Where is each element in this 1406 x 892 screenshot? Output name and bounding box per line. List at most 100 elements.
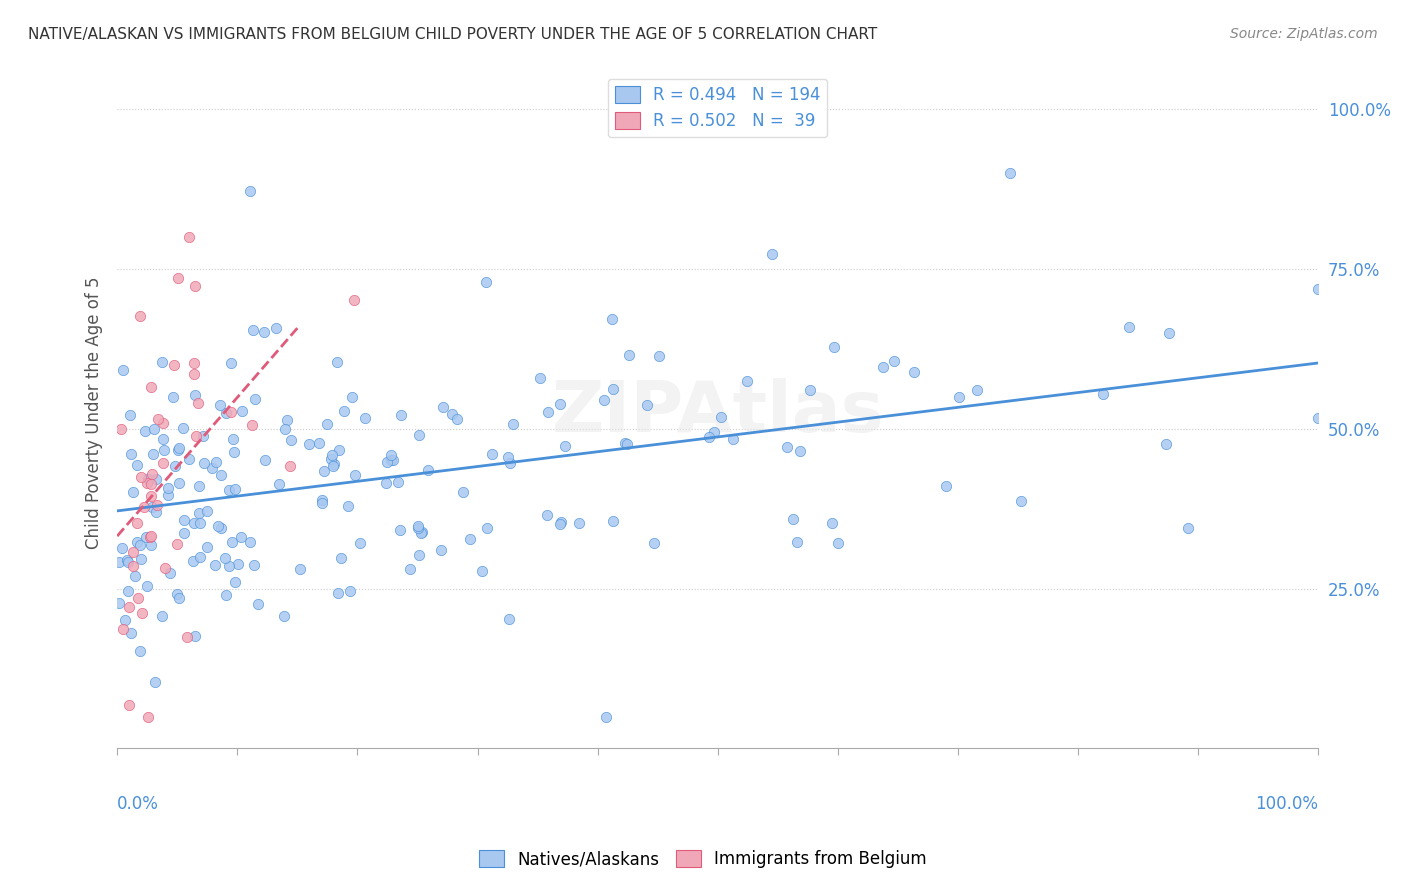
Point — [205, 455, 228, 469]
Text: 0.0%: 0.0% — [117, 796, 159, 814]
Point — [207, 518, 229, 533]
Point — [1091, 386, 1114, 401]
Point — [827, 535, 849, 549]
Point — [697, 430, 720, 444]
Point — [177, 230, 200, 244]
Point — [183, 516, 205, 530]
Point — [139, 380, 162, 394]
Point — [1010, 493, 1032, 508]
Point — [340, 390, 363, 404]
Point — [453, 484, 475, 499]
Point — [159, 566, 181, 581]
Point — [146, 411, 169, 425]
Point — [1159, 326, 1181, 341]
Point — [129, 538, 152, 552]
Point — [183, 368, 205, 382]
Point — [298, 437, 321, 451]
Point — [136, 473, 159, 487]
Point — [418, 463, 440, 477]
Point — [253, 453, 276, 467]
Point — [127, 591, 149, 606]
Point — [239, 184, 262, 198]
Text: Source: ZipAtlas.com: Source: ZipAtlas.com — [1230, 27, 1378, 41]
Point — [215, 588, 238, 602]
Point — [195, 540, 218, 554]
Point — [375, 455, 398, 469]
Point — [193, 456, 215, 470]
Point — [339, 584, 361, 599]
Point — [548, 396, 571, 410]
Point — [595, 709, 617, 723]
Point — [273, 421, 295, 435]
Legend: R = 0.494   N = 194, R = 0.502   N =  39: R = 0.494 N = 194, R = 0.502 N = 39 — [609, 79, 827, 137]
Point — [786, 534, 808, 549]
Point — [502, 417, 524, 431]
Point — [141, 500, 163, 515]
Point — [135, 579, 157, 593]
Point — [554, 439, 576, 453]
Point — [616, 436, 638, 450]
Point — [145, 498, 167, 512]
Point — [408, 548, 430, 562]
Point — [446, 411, 468, 425]
Point — [548, 516, 571, 531]
Point — [183, 279, 205, 293]
Point — [247, 597, 270, 611]
Point — [219, 405, 242, 419]
Point — [380, 452, 402, 467]
Point — [152, 432, 174, 446]
Point — [761, 247, 783, 261]
Point — [118, 600, 141, 615]
Point — [183, 356, 205, 370]
Point — [948, 390, 970, 404]
Point — [280, 433, 302, 447]
Point — [143, 422, 166, 436]
Point — [163, 459, 186, 474]
Point — [139, 476, 162, 491]
Point — [117, 555, 139, 569]
Point — [273, 608, 295, 623]
Point — [122, 484, 145, 499]
Point — [112, 363, 135, 377]
Point — [280, 458, 302, 473]
Point — [167, 441, 190, 455]
Point — [187, 396, 209, 410]
Point — [903, 365, 925, 379]
Point — [322, 458, 344, 473]
Point — [173, 513, 195, 527]
Point — [145, 472, 167, 486]
Point — [193, 429, 215, 443]
Point — [600, 312, 623, 326]
Point — [935, 479, 957, 493]
Point — [184, 629, 207, 643]
Point — [240, 417, 263, 432]
Point — [332, 404, 354, 418]
Point — [224, 575, 246, 590]
Point — [166, 270, 188, 285]
Point — [134, 424, 156, 438]
Point — [204, 558, 226, 573]
Point — [117, 583, 139, 598]
Point — [735, 375, 758, 389]
Point — [269, 476, 291, 491]
Point — [536, 508, 558, 523]
Point — [329, 550, 352, 565]
Point — [276, 413, 298, 427]
Point — [872, 360, 894, 375]
Point — [343, 467, 366, 482]
Point — [821, 516, 844, 530]
Point — [118, 698, 141, 712]
Point — [127, 534, 149, 549]
Point — [602, 382, 624, 396]
Y-axis label: Child Poverty Under the Age of 5: Child Poverty Under the Age of 5 — [86, 277, 103, 549]
Point — [311, 492, 333, 507]
Point — [150, 608, 173, 623]
Point — [782, 512, 804, 526]
Point — [326, 586, 349, 600]
Point — [1308, 281, 1330, 295]
Point — [145, 505, 167, 519]
Text: NATIVE/ALASKAN VS IMMIGRANTS FROM BELGIUM CHILD POVERTY UNDER THE AGE OF 5 CORRE: NATIVE/ALASKAN VS IMMIGRANTS FROM BELGIU… — [28, 27, 877, 42]
Point — [721, 433, 744, 447]
Point — [824, 340, 846, 354]
Point — [432, 400, 454, 414]
